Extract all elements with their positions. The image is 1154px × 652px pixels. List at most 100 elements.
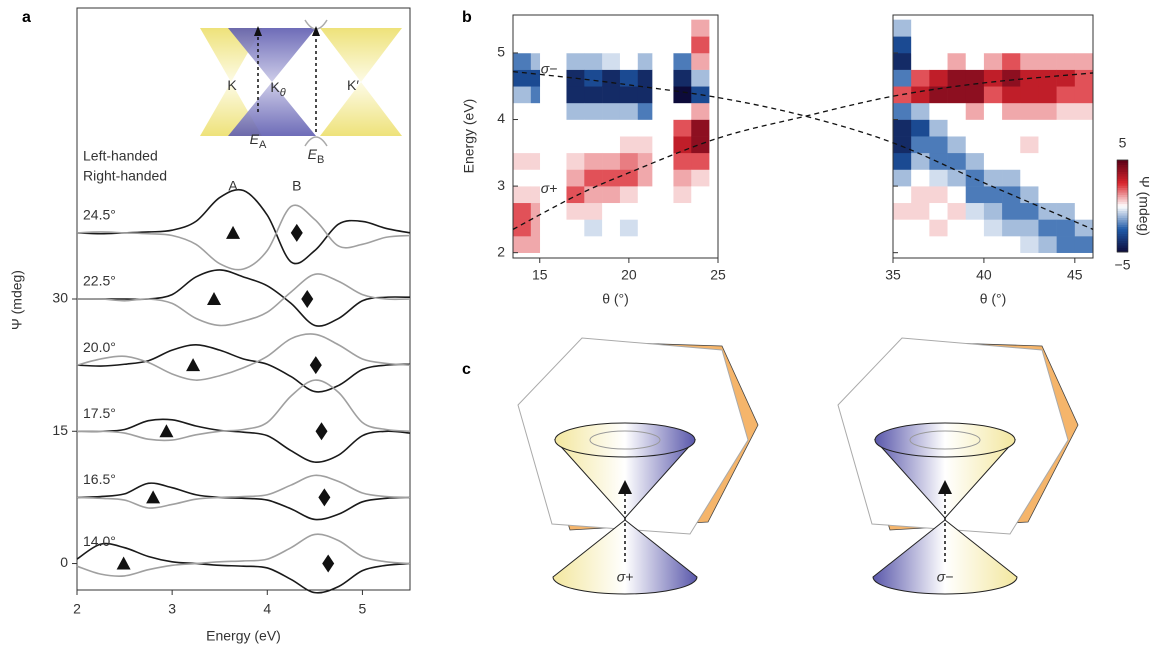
peak-marker [316,422,328,440]
heat-cell [911,20,929,37]
heat-cell [513,186,531,203]
colorbar-swatch [1117,236,1128,239]
colorbar-swatch [1117,176,1128,179]
heat-cell [1002,136,1020,153]
x-tick-label: 2 [73,601,81,617]
heat-cell [691,70,709,87]
heat-cell [513,20,531,37]
heat-cell [691,86,709,103]
heat-cell [1075,70,1093,87]
heat-cell [513,236,531,253]
heat-cell [620,103,638,120]
heat-cell [673,186,691,203]
legend-entry: Right-handed [83,168,167,184]
colorbar-swatch [1117,218,1128,221]
heat-cell [893,20,911,37]
heat-cell [984,219,1002,236]
heat-cell [673,236,691,253]
x-tick-label: 3 [168,601,176,617]
x-tick-label: 15 [532,267,548,283]
heat-cell [929,103,947,120]
inset-label: K′ [347,77,359,93]
heat-cell [984,70,1002,87]
heat-cell [948,36,966,53]
heat-cell [1002,103,1020,120]
heat-cell [893,120,911,137]
heat-cell [638,136,653,153]
heat-cell [1057,136,1075,153]
peak-marker [226,226,240,239]
heat-cell [602,70,620,87]
colorbar-swatch [1117,197,1128,200]
heat-cell [929,169,947,186]
heat-cell [948,203,966,220]
heat-cell [566,219,584,236]
colorbar-label: Ψ (mdeg) [1136,176,1152,236]
heat-cell [673,86,691,103]
colorbar-tick-label: 5 [1119,135,1127,151]
curve [77,205,410,270]
heat-cell [602,53,620,70]
colorbar-swatch [1117,231,1128,234]
heat-cell [602,219,620,236]
y-axis-label: Energy (eV) [461,99,477,174]
colorbar-swatch [1117,192,1128,195]
heat-cell [691,186,709,203]
heat-cell [929,219,947,236]
heat-cell [1057,203,1075,220]
heat-cell [566,203,584,220]
heat-cell [602,136,620,153]
heat-cell [1057,103,1075,120]
heat-cell [1057,20,1075,37]
heat-cell [673,53,691,70]
heat-cell [911,86,929,103]
colorbar-swatch [1117,243,1128,246]
curve [77,190,410,264]
heat-cell [691,153,709,170]
heat-cell [602,120,620,137]
colorbar-swatch [1117,204,1128,207]
heat-cell [984,103,1002,120]
heat-cell [531,53,540,70]
heat-cell [691,120,709,137]
heat-cell [966,120,984,137]
x-tick-label: 45 [1067,267,1083,283]
heat-cell [531,153,540,170]
heat-cell [948,136,966,153]
heat-cell [584,86,602,103]
heat-cell [638,70,653,87]
cone-top [875,423,1015,457]
colorbar-swatch [1117,247,1128,250]
heat-cell [1038,153,1056,170]
heat-cell [1038,103,1056,120]
heat-cell [584,153,602,170]
heat-cell [984,53,1002,70]
cone [320,82,402,136]
heat-cell [1020,236,1038,253]
heat-cell [948,236,966,253]
heat-cell [691,36,709,53]
heat-cell [584,70,602,87]
heat-cell [584,219,602,236]
heat-cell [1020,53,1038,70]
peak-marker [310,356,322,374]
heat-cell [948,70,966,87]
heat-cell [911,103,929,120]
heat-cell [620,86,638,103]
peak-marker [318,488,330,506]
heat-cell [929,136,947,153]
heat-cell [1038,53,1056,70]
colorbar-swatch [1117,211,1128,214]
heat-cell [1038,219,1056,236]
x-axis-label: θ (°) [980,291,1007,307]
heat-cell [1038,86,1056,103]
heat-cell [893,169,911,186]
heat-cell [893,70,911,87]
colorbar-swatch [1117,245,1128,248]
heat-cell [620,20,638,37]
heat-cell [566,136,584,153]
angle-label: 24.5° [83,207,116,223]
peak-label: B [292,178,301,194]
inset-diagram: K Kθ K′ EA EB [200,20,402,166]
colorbar-swatch [1117,220,1128,223]
